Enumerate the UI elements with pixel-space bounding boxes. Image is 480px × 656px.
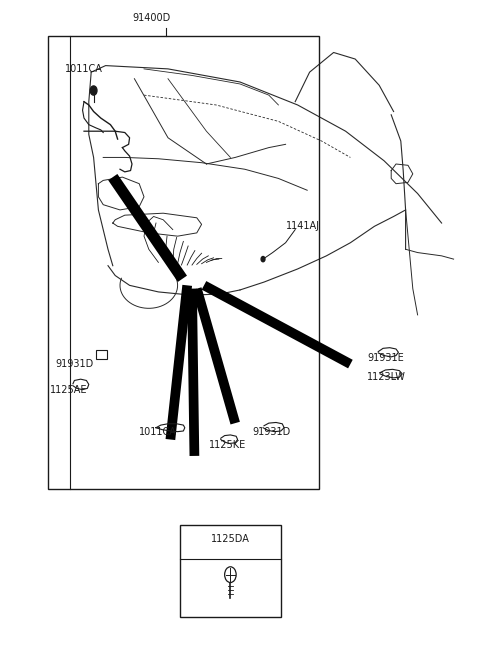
Text: 1011CA: 1011CA xyxy=(139,426,177,437)
Text: 1141AJ: 1141AJ xyxy=(286,221,320,232)
Text: 91400D: 91400D xyxy=(132,13,170,23)
Text: 1123LW: 1123LW xyxy=(367,372,406,382)
Bar xyxy=(48,36,319,489)
Bar xyxy=(96,350,107,359)
Text: 91931E: 91931E xyxy=(367,352,404,363)
Text: 91931D: 91931D xyxy=(55,359,94,369)
Text: 1125KE: 1125KE xyxy=(209,440,246,450)
Bar xyxy=(180,525,281,617)
Text: 1125DA: 1125DA xyxy=(211,534,250,544)
Text: 1125AE: 1125AE xyxy=(50,385,88,396)
Circle shape xyxy=(90,86,97,95)
Text: 1011CA: 1011CA xyxy=(65,64,103,74)
Text: 91931D: 91931D xyxy=(252,426,290,437)
Circle shape xyxy=(261,256,265,262)
